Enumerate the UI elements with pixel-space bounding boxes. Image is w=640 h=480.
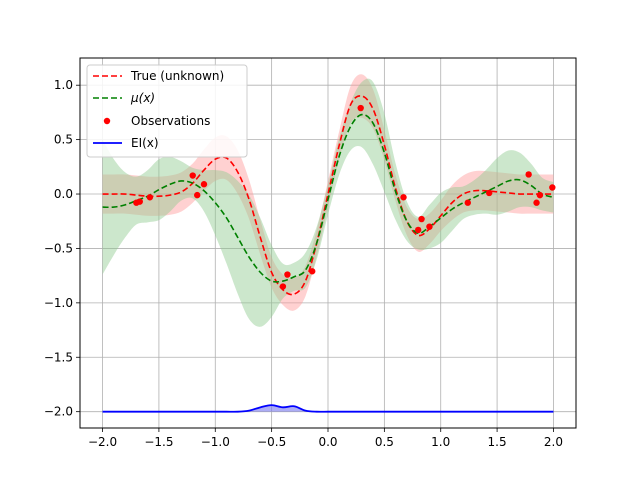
observation-points bbox=[133, 104, 556, 290]
observation-point bbox=[426, 223, 433, 230]
x-tick-label: 0.5 bbox=[375, 435, 394, 449]
x-tick-label: 1.5 bbox=[488, 435, 507, 449]
observation-point bbox=[309, 268, 316, 275]
observation-point bbox=[279, 283, 287, 290]
mu-band bbox=[102, 78, 554, 327]
x-tick-label: −1.5 bbox=[144, 435, 173, 449]
observation-point bbox=[525, 171, 532, 178]
x-tick-label: 1.0 bbox=[431, 435, 450, 449]
axis-ticks: −2.0 −1.5 −1.0 −0.5 0.0 0.5 1.0 1.5 2.0 1.0 0.5 0.0… bbox=[44, 78, 563, 449]
legend: True (unknown) μ(x) Observations EI(x) bbox=[86, 64, 248, 158]
observation-point bbox=[189, 172, 196, 179]
x-tick-label: 0.0 bbox=[318, 435, 337, 449]
legend-label: EI(x) bbox=[131, 136, 159, 150]
observation-point bbox=[533, 199, 540, 206]
observation-point bbox=[464, 199, 471, 206]
y-tick-label: −1.5 bbox=[44, 350, 73, 364]
legend-label: Observations bbox=[131, 114, 210, 128]
observation-point bbox=[400, 194, 407, 201]
true-function-line bbox=[102, 95, 554, 296]
x-tick-label: 2.0 bbox=[544, 435, 563, 449]
observation-point bbox=[200, 181, 208, 188]
observation-point bbox=[194, 191, 201, 199]
observation-point bbox=[136, 198, 143, 205]
y-tick-label: 0.0 bbox=[54, 187, 73, 201]
series-lines bbox=[102, 95, 554, 413]
observation-point bbox=[536, 191, 544, 199]
y-tick-label: 0.5 bbox=[54, 133, 73, 147]
observation-point bbox=[414, 226, 422, 234]
observation-point bbox=[284, 271, 291, 278]
x-tick-label: −0.5 bbox=[257, 435, 286, 449]
observation-point bbox=[549, 184, 556, 191]
observation-point bbox=[486, 189, 493, 197]
legend-label: True (unknown) bbox=[130, 69, 224, 83]
observation-point bbox=[357, 104, 364, 112]
ei-line bbox=[102, 404, 554, 413]
x-tick-label: −2.0 bbox=[88, 435, 117, 449]
legend-swatch-observations bbox=[103, 117, 111, 125]
y-tick-label: −0.5 bbox=[44, 241, 73, 255]
y-tick-label: −1.0 bbox=[44, 296, 73, 310]
y-tick-label: −2.0 bbox=[44, 405, 73, 419]
legend-label: μ(x) bbox=[130, 91, 155, 105]
y-tick-label: 1.0 bbox=[54, 78, 73, 92]
mu-line bbox=[102, 113, 554, 283]
legend-box bbox=[86, 64, 248, 158]
observation-point bbox=[418, 215, 425, 223]
x-tick-label: −1.0 bbox=[201, 435, 230, 449]
observation-point bbox=[146, 194, 154, 201]
